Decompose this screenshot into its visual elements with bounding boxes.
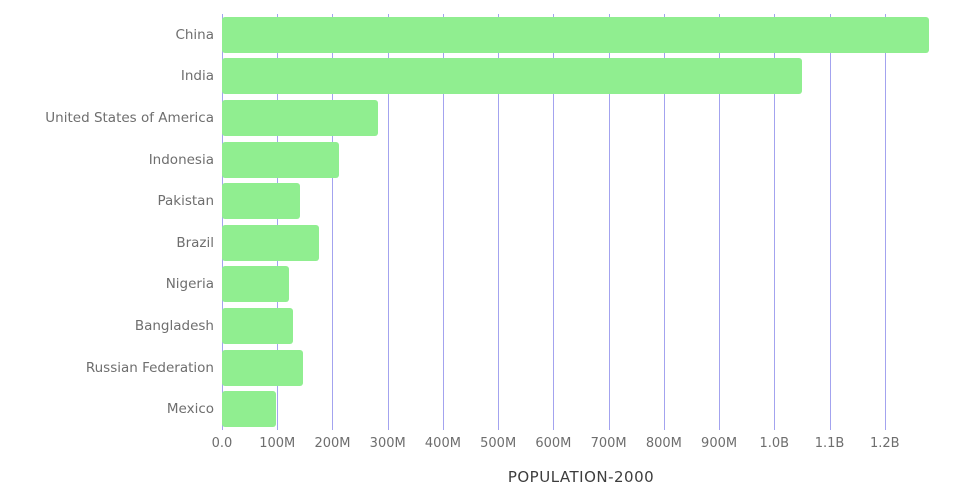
bar — [222, 100, 379, 136]
x-tick-label: 700M — [590, 436, 627, 451]
bar — [222, 16, 929, 53]
category-label: United States of America — [45, 110, 214, 126]
x-tick-label: 600M — [535, 436, 572, 451]
bar — [222, 308, 293, 344]
category-label: Nigeria — [165, 276, 214, 293]
bar — [222, 266, 290, 303]
x-tick-label: 0.0 — [211, 436, 233, 451]
category-label: Indonesia — [148, 151, 214, 168]
bar — [222, 349, 304, 386]
x-tick-label: 800M — [645, 436, 682, 451]
gridline — [774, 14, 776, 430]
category-label: China — [175, 26, 214, 43]
bar — [222, 183, 301, 220]
category-label: Russian Federation — [85, 359, 214, 376]
x-tick-label: 900M — [701, 436, 738, 451]
gridline — [332, 14, 334, 430]
gridline — [553, 14, 555, 430]
category-label: India — [180, 68, 214, 85]
gridline — [719, 14, 721, 430]
chart-title: POPULATION-2000 — [507, 468, 655, 486]
x-tick-label: 300M — [369, 436, 406, 451]
bar — [222, 58, 802, 95]
x-tick-label: 100M — [259, 436, 296, 451]
gridline — [663, 14, 665, 430]
plot-area — [222, 14, 940, 430]
category-label: Mexico — [166, 401, 214, 418]
gridline — [884, 14, 886, 430]
category-label: Brazil — [176, 234, 214, 251]
x-tick-label: 400M — [424, 436, 461, 451]
gridline — [387, 14, 389, 430]
category-label: Pakistan — [157, 193, 214, 210]
x-tick-label: 1.0B — [759, 436, 790, 451]
x-tick-label: 200M — [314, 436, 351, 451]
category-label: Bangladesh — [134, 318, 214, 334]
bar — [222, 391, 277, 428]
bar — [222, 141, 339, 178]
gridline — [498, 14, 500, 430]
gridline — [608, 14, 610, 430]
gridline — [222, 14, 223, 430]
gridline — [277, 14, 279, 430]
gridline — [829, 14, 831, 430]
x-tick-label: 1.2B — [869, 436, 900, 451]
x-axis-labels: 0.0 100M 200M 300M 400M 500M 600M 700M 800M 900M 1… — [0, 436, 960, 456]
gridline — [442, 14, 444, 430]
y-axis-labels: China India United States of America Indone… — [0, 14, 214, 430]
x-tick-label: 500M — [480, 436, 517, 451]
x-tick-label: 1.1B — [814, 436, 845, 451]
bar — [222, 224, 319, 261]
